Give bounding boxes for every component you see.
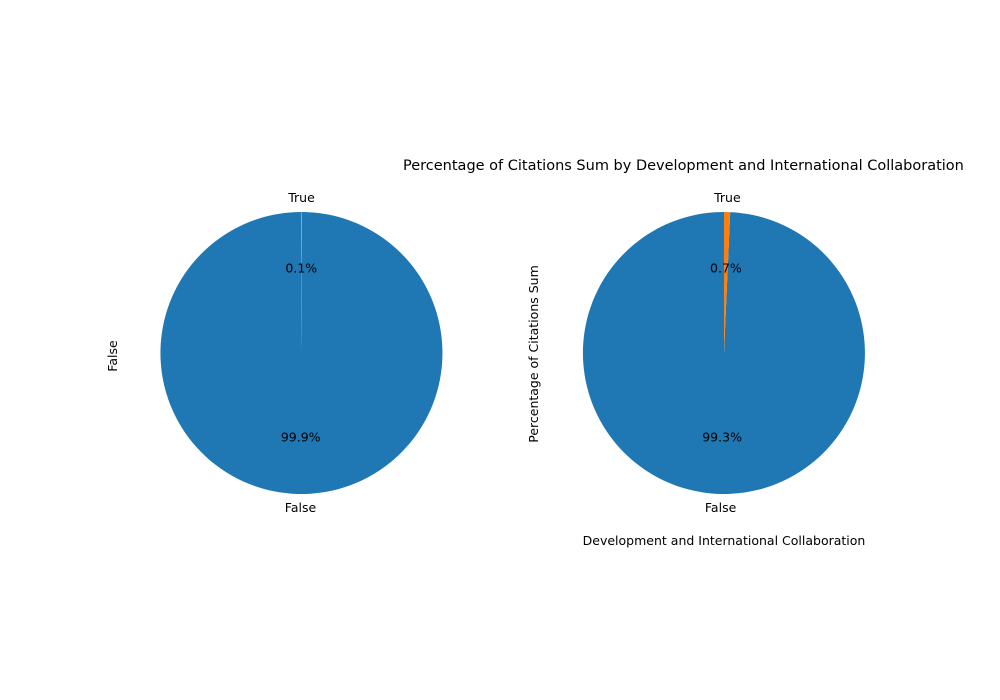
- pie-subplot-1: False 99.9% True 0.1% False: [105, 190, 443, 515]
- chart-title: Percentage of Citations Sum by Developme…: [403, 158, 964, 174]
- slice-label-false: False: [285, 500, 317, 515]
- pie-slice-false: [582, 211, 865, 494]
- slice-pct-true: 0.1%: [285, 260, 317, 275]
- pie-subplot-2: False 99.3% True 0.7% Percentage of Citatio…: [526, 190, 865, 548]
- pie-slice-true: [301, 211, 302, 353]
- slice-label-true: True: [287, 190, 315, 205]
- slice-pct-false: 99.3%: [702, 430, 742, 445]
- slice-pct-false: 99.9%: [281, 430, 321, 445]
- slice-label-true: True: [713, 190, 741, 205]
- slice-label-false: False: [705, 500, 737, 515]
- pie-1-labels: False 99.9% True 0.1%: [281, 190, 321, 515]
- pie-2-ylabel: Percentage of Citations Sum: [526, 265, 541, 443]
- pie-slice-true: [724, 212, 731, 353]
- pie-2-slices: [582, 211, 865, 494]
- pie-2-xlabel: Development and International Collaborat…: [583, 533, 866, 548]
- pie-1-ylabel: False: [105, 340, 120, 372]
- pie-2-labels: False 99.3% True 0.7%: [702, 190, 742, 515]
- slice-pct-true: 0.7%: [710, 260, 742, 275]
- pie-1-slices: [160, 211, 443, 494]
- pie-slice-false: [160, 212, 443, 494]
